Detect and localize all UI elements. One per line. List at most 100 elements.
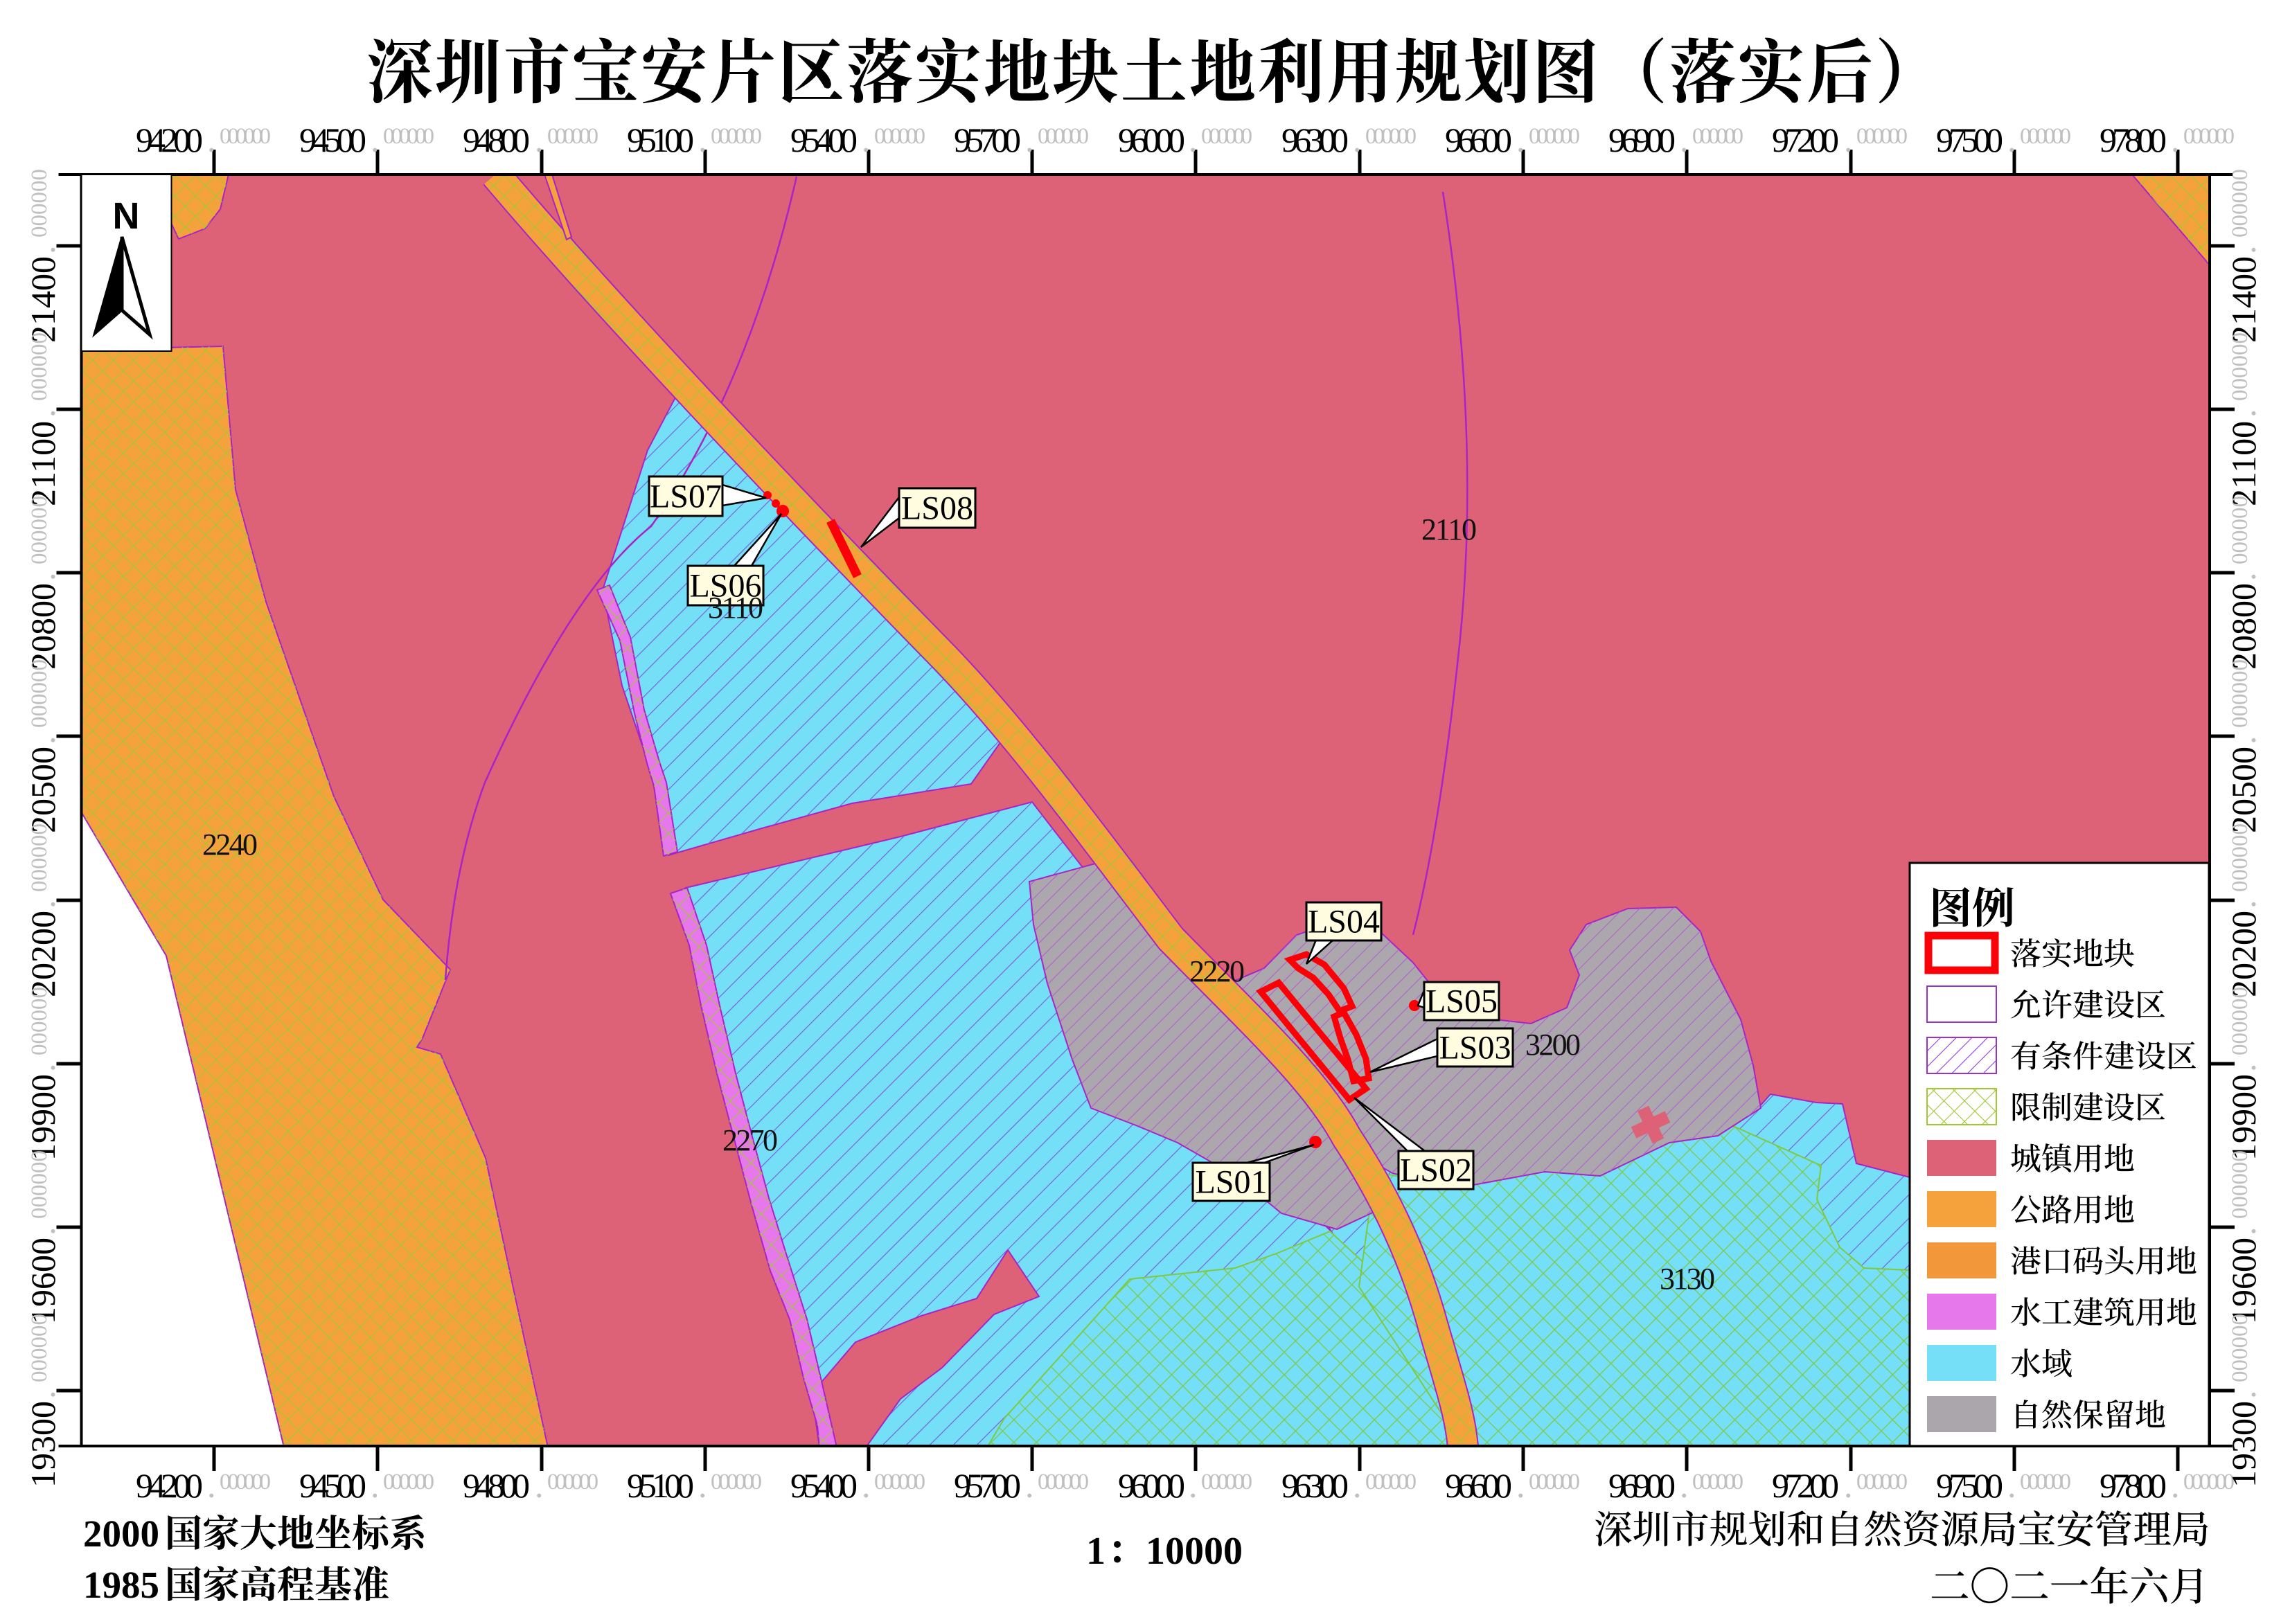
svg-text:LS07: LS07 bbox=[650, 479, 722, 515]
svg-text:19600: 19600 bbox=[2224, 1238, 2263, 1324]
svg-text:96900: 96900 bbox=[1608, 1466, 1676, 1505]
svg-text:000000: 000000 bbox=[27, 659, 52, 728]
svg-text:.: . bbox=[535, 1466, 544, 1505]
svg-text:.: . bbox=[24, 736, 62, 745]
svg-text:LS04: LS04 bbox=[1308, 904, 1380, 940]
svg-text:2240: 2240 bbox=[202, 828, 258, 862]
svg-text:19600: 19600 bbox=[24, 1238, 62, 1324]
svg-text:2000: 2000 bbox=[83, 1513, 159, 1555]
svg-text:.: . bbox=[2224, 573, 2263, 582]
svg-text:10000: 10000 bbox=[1146, 1530, 1243, 1573]
svg-text:000000: 000000 bbox=[2020, 124, 2071, 149]
svg-text:000000: 000000 bbox=[2228, 987, 2253, 1055]
svg-text:000000: 000000 bbox=[1692, 1470, 1743, 1494]
svg-text:.: . bbox=[24, 900, 62, 909]
svg-text:2220: 2220 bbox=[1189, 954, 1245, 988]
svg-text:LS03: LS03 bbox=[1439, 1030, 1511, 1067]
svg-text:000000: 000000 bbox=[2228, 659, 2253, 728]
svg-text:.: . bbox=[24, 1227, 62, 1236]
svg-text:97800: 97800 bbox=[2100, 121, 2167, 159]
svg-text:97200: 97200 bbox=[1772, 121, 1839, 159]
svg-text:LS05: LS05 bbox=[1426, 983, 1498, 1020]
svg-text:000000: 000000 bbox=[2228, 169, 2253, 238]
svg-text:2270: 2270 bbox=[722, 1123, 778, 1157]
svg-text:000000: 000000 bbox=[2228, 496, 2253, 564]
svg-text:19900: 19900 bbox=[2224, 1074, 2263, 1161]
svg-text:20200: 20200 bbox=[24, 911, 62, 997]
svg-text:000000: 000000 bbox=[2228, 823, 2253, 892]
svg-text:.: . bbox=[24, 246, 62, 255]
svg-text:000000: 000000 bbox=[383, 124, 434, 149]
svg-text:000000: 000000 bbox=[874, 1470, 925, 1494]
svg-text:.: . bbox=[371, 121, 380, 159]
svg-text:000000: 000000 bbox=[2183, 1470, 2235, 1494]
svg-text:.: . bbox=[1353, 1466, 1362, 1505]
svg-text:3130: 3130 bbox=[1660, 1262, 1715, 1296]
svg-text:20500: 20500 bbox=[24, 747, 62, 833]
svg-text:.: . bbox=[1025, 121, 1034, 159]
svg-text:.: . bbox=[24, 1391, 62, 1400]
svg-text:1: 1 bbox=[1086, 1530, 1106, 1573]
svg-text:000000: 000000 bbox=[383, 1470, 434, 1494]
svg-text:LS02: LS02 bbox=[1400, 1152, 1472, 1189]
svg-text:000000: 000000 bbox=[27, 1314, 52, 1382]
svg-text:000000: 000000 bbox=[2183, 124, 2235, 149]
svg-text:3200: 3200 bbox=[1525, 1028, 1581, 1062]
svg-text:97800: 97800 bbox=[2100, 1466, 2167, 1505]
svg-text:000000: 000000 bbox=[1529, 1470, 1580, 1494]
svg-text:000000: 000000 bbox=[2020, 1470, 2071, 1494]
svg-text:95400: 95400 bbox=[790, 121, 858, 159]
svg-text:.: . bbox=[1189, 1466, 1198, 1505]
svg-text:19900: 19900 bbox=[24, 1074, 62, 1161]
svg-text:.: . bbox=[1189, 121, 1198, 159]
svg-text:21100: 21100 bbox=[2224, 421, 2263, 506]
svg-text:000000: 000000 bbox=[1365, 1470, 1417, 1494]
svg-text:.: . bbox=[2224, 1227, 2263, 1236]
svg-text:LS08: LS08 bbox=[901, 490, 973, 527]
svg-text:95700: 95700 bbox=[954, 121, 1021, 159]
svg-text:.: . bbox=[1025, 1466, 1034, 1505]
svg-text:000000: 000000 bbox=[1856, 124, 1908, 149]
svg-text:.: . bbox=[1844, 121, 1853, 159]
svg-text:000000: 000000 bbox=[2228, 1150, 2253, 1219]
svg-text:000000: 000000 bbox=[1856, 1470, 1908, 1494]
svg-text:.: . bbox=[2007, 121, 2016, 159]
svg-text:96000: 96000 bbox=[1118, 1466, 1185, 1505]
svg-text:20200: 20200 bbox=[2224, 911, 2263, 997]
svg-text:000000: 000000 bbox=[2228, 332, 2253, 401]
svg-text:.: . bbox=[698, 1466, 707, 1505]
svg-text:000000: 000000 bbox=[711, 1470, 762, 1494]
svg-text:96300: 96300 bbox=[1281, 1466, 1349, 1505]
svg-text:.: . bbox=[2007, 1466, 2016, 1505]
svg-text:95100: 95100 bbox=[627, 121, 694, 159]
svg-text:.: . bbox=[207, 1466, 216, 1505]
svg-text:000000: 000000 bbox=[874, 124, 925, 149]
svg-text:000000: 000000 bbox=[27, 1150, 52, 1219]
svg-text:94500: 94500 bbox=[299, 1466, 366, 1505]
svg-text:96300: 96300 bbox=[1281, 121, 1349, 159]
svg-text:000000: 000000 bbox=[711, 124, 762, 149]
svg-text:000000: 000000 bbox=[27, 169, 52, 238]
svg-text:.: . bbox=[207, 121, 216, 159]
svg-text:96000: 96000 bbox=[1118, 121, 1185, 159]
svg-text:96900: 96900 bbox=[1608, 121, 1676, 159]
svg-text:1985: 1985 bbox=[83, 1564, 159, 1606]
svg-text:3110: 3110 bbox=[708, 591, 763, 625]
svg-text:.: . bbox=[2171, 121, 2180, 159]
svg-text:000000: 000000 bbox=[1365, 124, 1417, 149]
svg-text:20800: 20800 bbox=[2224, 583, 2263, 670]
svg-text:000000: 000000 bbox=[547, 1470, 598, 1494]
svg-text:000000: 000000 bbox=[1038, 1470, 1089, 1494]
svg-text:.: . bbox=[2171, 1466, 2180, 1505]
svg-text:94800: 94800 bbox=[463, 121, 530, 159]
svg-text:000000: 000000 bbox=[1201, 1470, 1252, 1494]
svg-text:000000: 000000 bbox=[27, 823, 52, 892]
svg-text:000000: 000000 bbox=[1201, 124, 1252, 149]
svg-text:.: . bbox=[535, 121, 544, 159]
svg-text:.: . bbox=[1353, 121, 1362, 159]
svg-text:.: . bbox=[1680, 1466, 1689, 1505]
svg-text:21400: 21400 bbox=[2224, 256, 2263, 343]
svg-text:.: . bbox=[24, 1064, 62, 1073]
svg-text:97500: 97500 bbox=[1936, 121, 2003, 159]
svg-text:97500: 97500 bbox=[1936, 1466, 2003, 1505]
